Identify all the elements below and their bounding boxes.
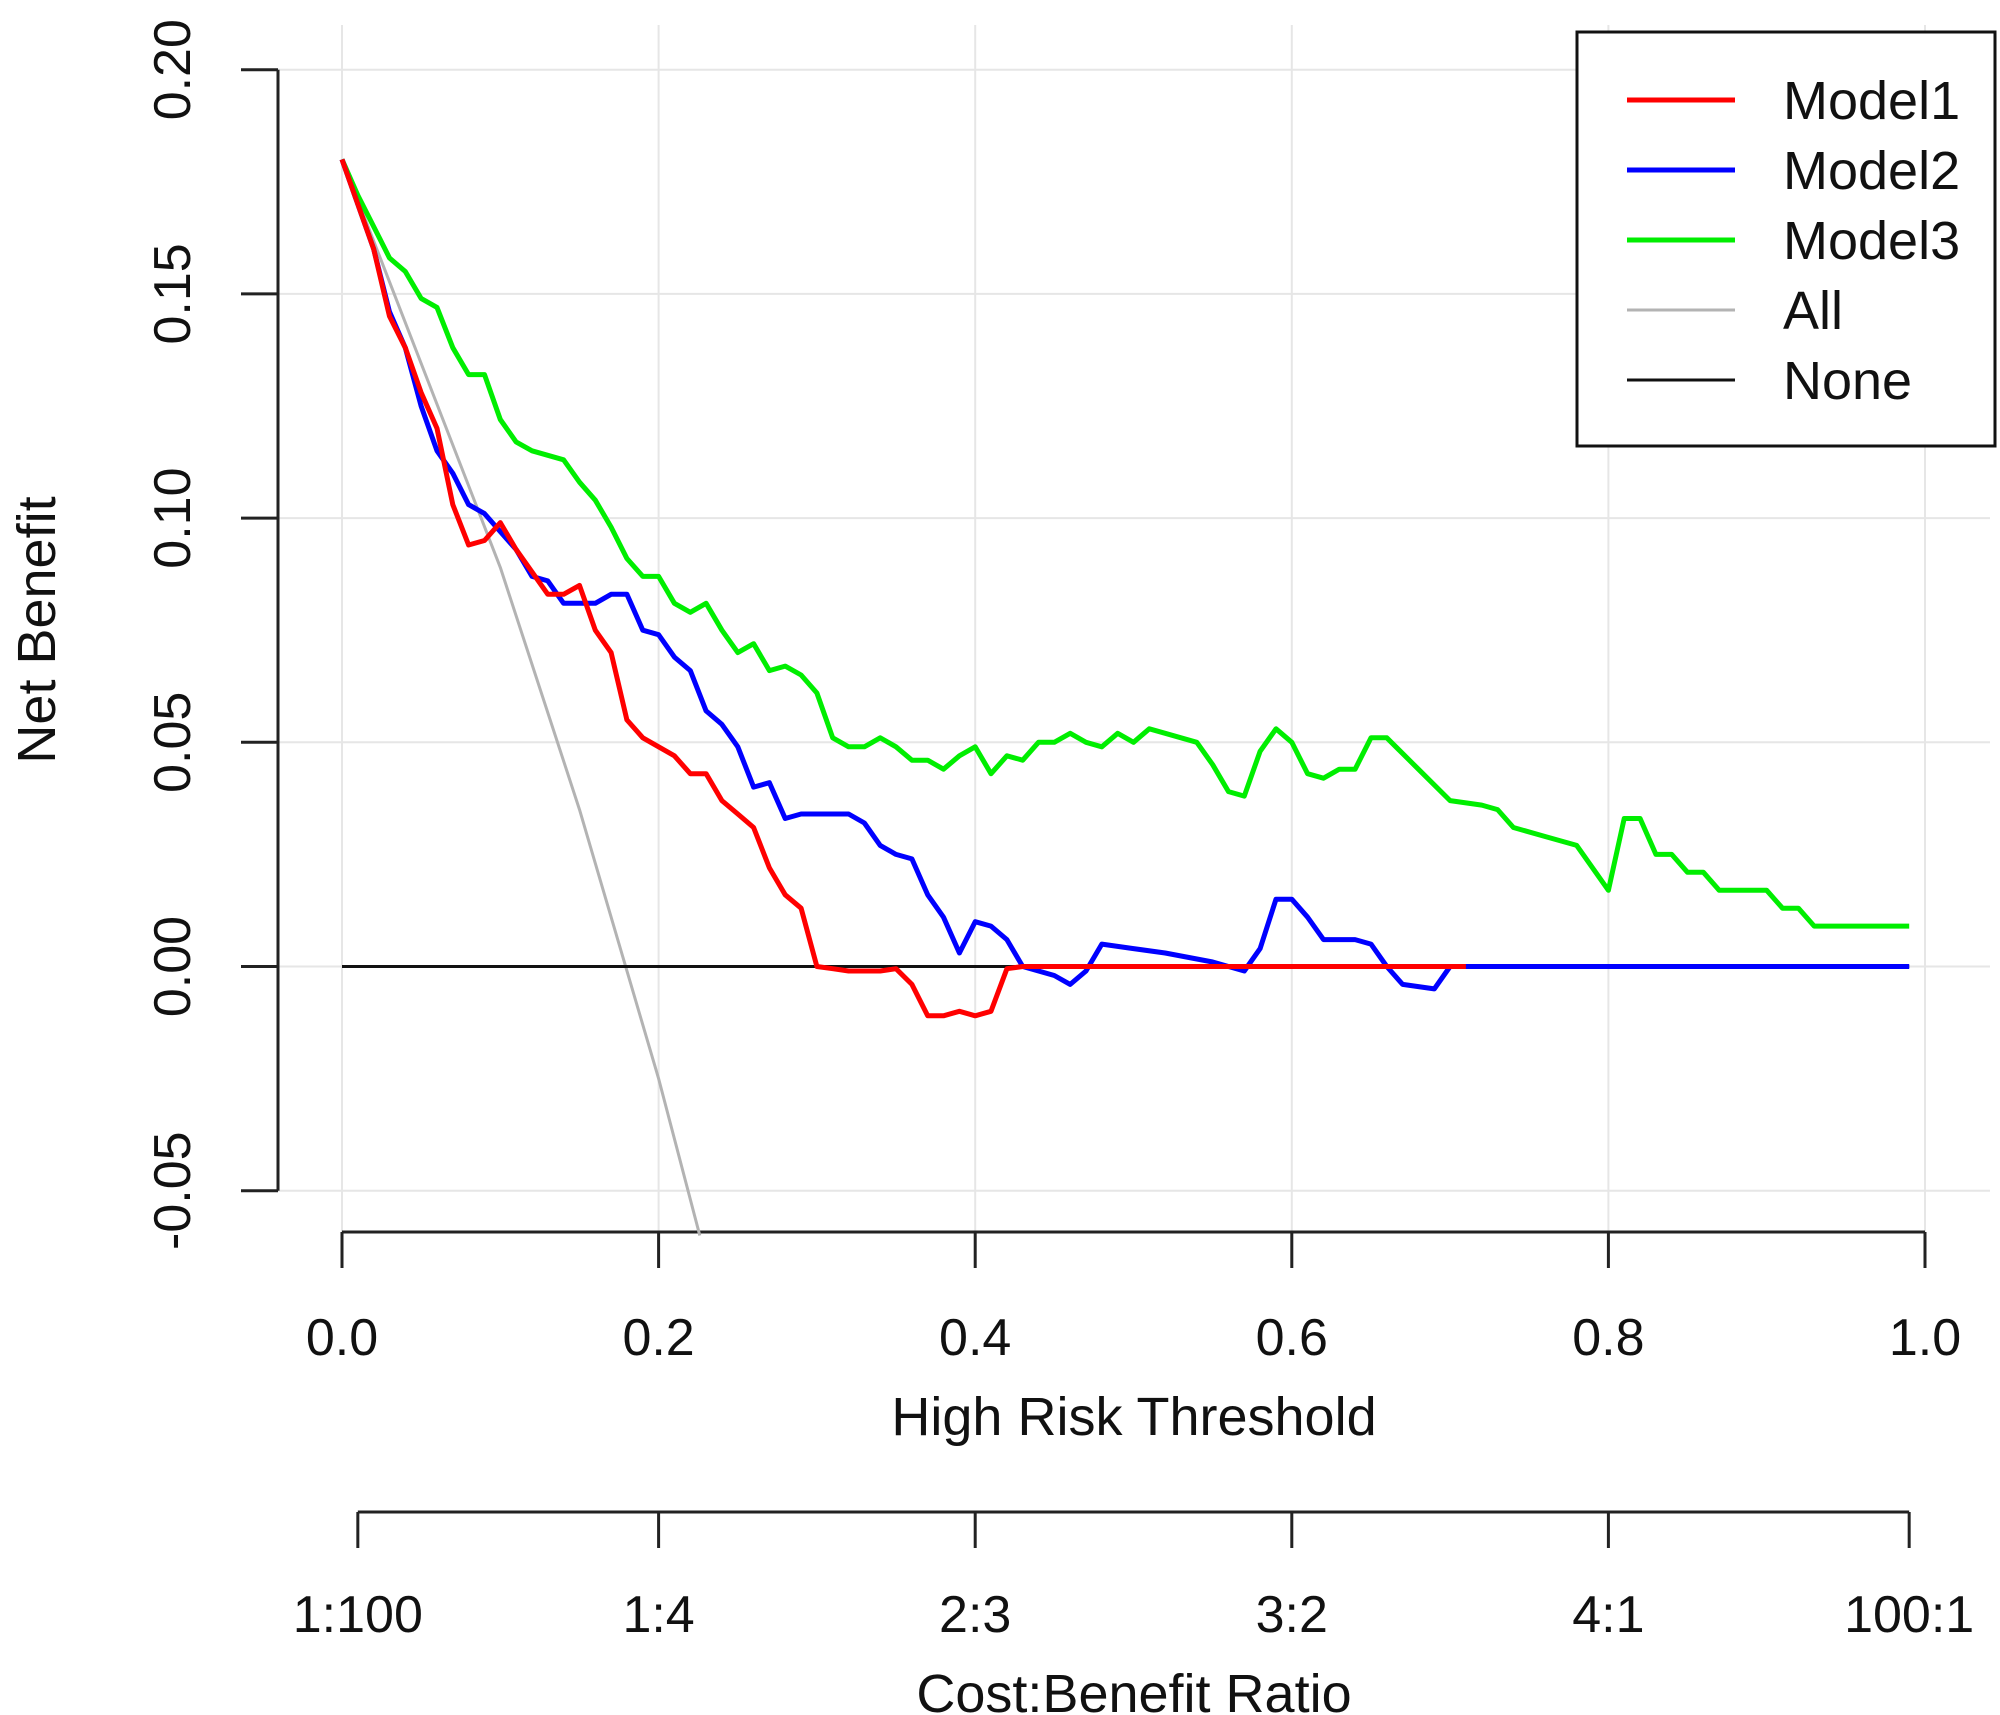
x-axis-title: High Risk Threshold	[891, 1387, 1376, 1447]
x-tick-label: 1.0	[1889, 1309, 1961, 1367]
y-tick-label: 0.00	[144, 916, 202, 1017]
x-tick-label: 0.2	[622, 1309, 694, 1367]
x-tick-label: 0.6	[1256, 1309, 1328, 1367]
x-ticks: 0.0 0.2 0.4 0.6 0.8 1.0	[306, 1232, 1961, 1367]
series-line-model3	[339, 158, 1910, 929]
y-tick-label: -0.05	[144, 1131, 202, 1250]
y-tick-label: 0.05	[144, 692, 202, 793]
y-tick-label: 0.10	[144, 467, 202, 568]
y-tick-label: 0.20	[144, 19, 202, 120]
series-line-model1	[339, 158, 1466, 1019]
cost-benefit-tick-label: 3:2	[1256, 1586, 1328, 1644]
series-lines	[339, 158, 1910, 1236]
x-tick-label: 0.0	[306, 1309, 378, 1367]
legend-label-none: None	[1783, 351, 1912, 411]
legend-label-model1: Model1	[1783, 71, 1960, 131]
axes	[276, 69, 1925, 1514]
cost-benefit-tick-label: 4:1	[1572, 1586, 1644, 1644]
x-tick-label: 0.4	[939, 1309, 1011, 1367]
cost-benefit-tick-label: 1:4	[622, 1586, 694, 1644]
secondary-x-axis-title: Cost:Benefit Ratio	[916, 1664, 1351, 1715]
legend-label-model2: Model2	[1783, 141, 1960, 201]
y-ticks: -0.05 0.00 0.05 0.10 0.15 0.20	[144, 19, 278, 1250]
cost-benefit-tick-label: 1:100	[293, 1586, 423, 1644]
legend-label-model3: Model3	[1783, 211, 1960, 271]
legend-label-all: All	[1783, 281, 1843, 341]
series-line-all	[340, 158, 702, 1236]
cost-benefit-tick-label: 100:1	[1844, 1586, 1974, 1644]
cost-benefit-tick-label: 2:3	[939, 1586, 1011, 1644]
y-tick-label: 0.15	[144, 243, 202, 344]
x-tick-label: 0.8	[1572, 1309, 1644, 1367]
legend: Model1 Model2 Model3 All None	[1575, 30, 1997, 448]
y-axis-title: Net Benefit	[7, 496, 67, 763]
cost-benefit-ticks: 1:100 1:4 2:3 3:2 4:1 100:1	[293, 1512, 1974, 1644]
